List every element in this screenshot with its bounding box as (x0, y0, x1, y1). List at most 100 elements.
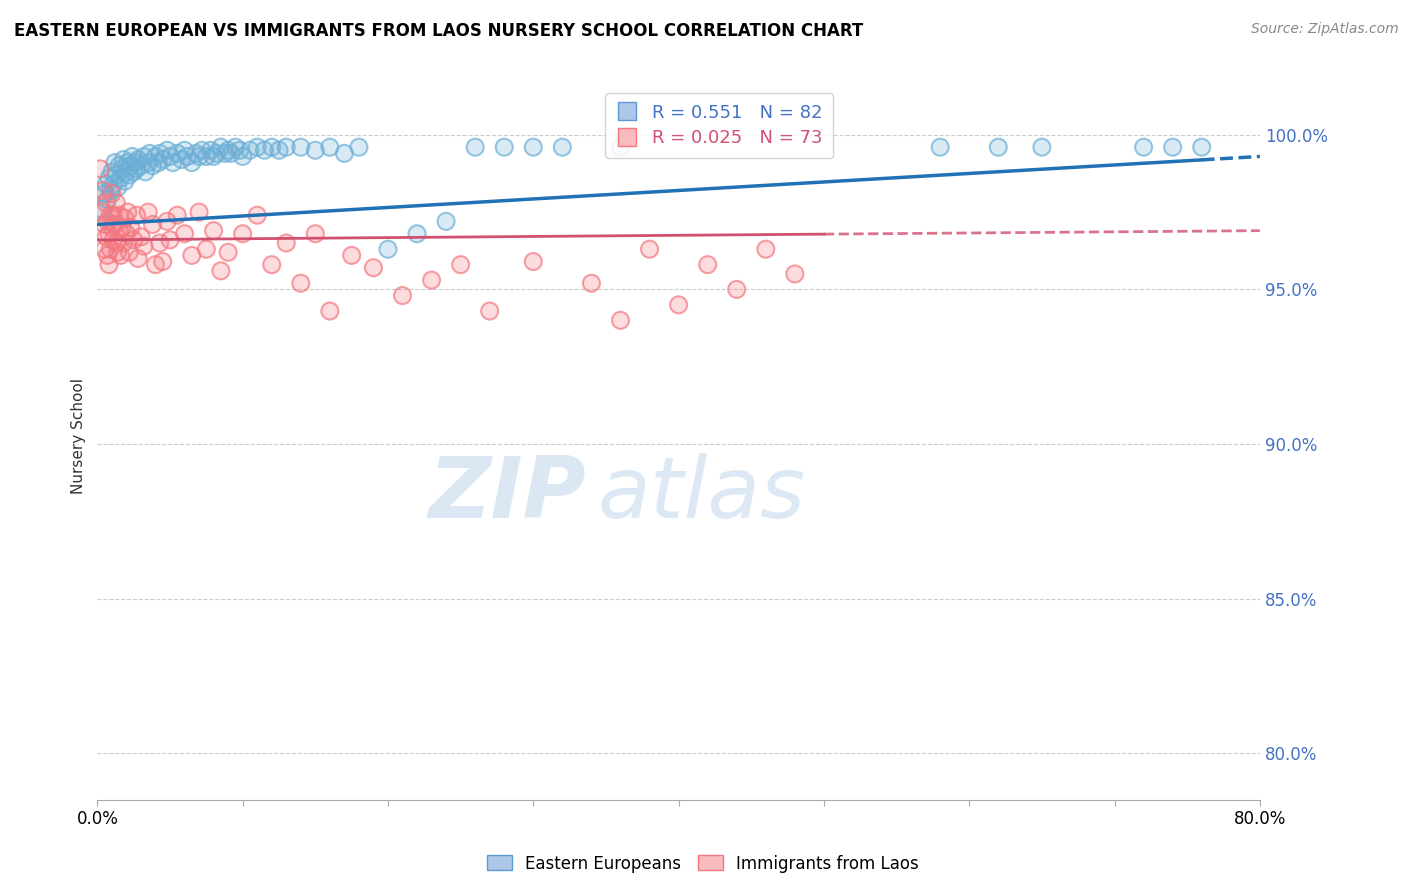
Point (186, 146, 208, 161)
Point (987, 140, 1010, 154)
Point (668, 298, 690, 312)
Point (100, 184, 122, 198)
Point (205, 146, 228, 161)
Point (638, 242, 661, 256)
Point (1132, 140, 1154, 154)
Point (173, 143, 195, 157)
Point (105, 195, 128, 210)
Point (725, 282, 748, 296)
Point (478, 304, 501, 318)
Point (98, 171, 121, 186)
Point (725, 282, 748, 296)
Point (609, 313, 631, 327)
Point (136, 155, 159, 169)
Point (276, 140, 298, 154)
Point (188, 149, 211, 163)
Point (149, 235, 172, 250)
Point (224, 140, 246, 154)
Point (149, 146, 172, 161)
Point (319, 304, 342, 318)
Point (104, 218, 127, 232)
Point (115, 227, 138, 241)
Point (125, 161, 148, 176)
Point (98, 227, 121, 241)
Point (100, 242, 122, 256)
Point (114, 174, 136, 188)
Point (118, 168, 141, 182)
Text: atlas: atlas (598, 453, 806, 536)
Point (173, 143, 195, 157)
Point (377, 242, 399, 256)
Point (108, 159, 131, 173)
Point (609, 140, 631, 154)
Point (152, 153, 174, 167)
Point (103, 233, 125, 247)
Point (420, 273, 443, 287)
Point (464, 140, 486, 154)
Point (276, 235, 298, 250)
Point (347, 140, 370, 154)
Point (176, 149, 198, 163)
Point (105, 235, 128, 250)
Point (232, 227, 254, 241)
Point (166, 208, 188, 222)
Point (156, 214, 179, 228)
Point (232, 149, 254, 163)
Point (406, 227, 429, 241)
Point (149, 146, 172, 161)
Point (180, 248, 202, 262)
Point (125, 208, 148, 222)
Point (120, 159, 142, 173)
Point (319, 140, 342, 154)
Point (93, 218, 115, 232)
Point (100, 242, 122, 256)
Point (111, 161, 134, 176)
Point (195, 242, 218, 256)
Point (246, 208, 269, 222)
Point (1132, 140, 1154, 154)
Point (94, 195, 117, 210)
Point (117, 205, 139, 219)
Point (260, 140, 283, 154)
Point (98, 171, 121, 186)
Point (188, 205, 211, 219)
Point (145, 149, 167, 163)
Point (159, 233, 181, 247)
Point (132, 239, 155, 253)
Point (494, 140, 516, 154)
Point (224, 140, 246, 154)
Point (134, 165, 156, 179)
Point (180, 155, 202, 169)
Point (103, 233, 125, 247)
Point (195, 242, 218, 256)
Point (173, 227, 195, 241)
Point (156, 143, 179, 157)
Point (122, 233, 145, 247)
Point (122, 233, 145, 247)
Point (180, 248, 202, 262)
Point (260, 258, 283, 272)
Point (232, 149, 254, 163)
Point (581, 277, 603, 291)
Text: ZIP: ZIP (427, 453, 586, 536)
Point (129, 230, 152, 244)
Point (138, 146, 160, 161)
Point (105, 195, 128, 210)
Point (125, 208, 148, 222)
Point (132, 149, 155, 163)
Point (229, 143, 252, 157)
Point (246, 140, 269, 154)
Point (100, 184, 122, 198)
Point (112, 153, 135, 167)
Point (94, 178, 117, 192)
Point (108, 224, 131, 238)
Text: EASTERN EUROPEAN VS IMMIGRANTS FROM LAOS NURSERY SCHOOL CORRELATION CHART: EASTERN EUROPEAN VS IMMIGRANTS FROM LAOS… (14, 22, 863, 40)
Point (105, 168, 128, 182)
Point (202, 224, 225, 238)
Point (152, 254, 174, 268)
Point (98, 227, 121, 241)
Point (156, 143, 179, 157)
Point (1191, 140, 1213, 154)
Point (111, 220, 134, 235)
Point (377, 242, 399, 256)
